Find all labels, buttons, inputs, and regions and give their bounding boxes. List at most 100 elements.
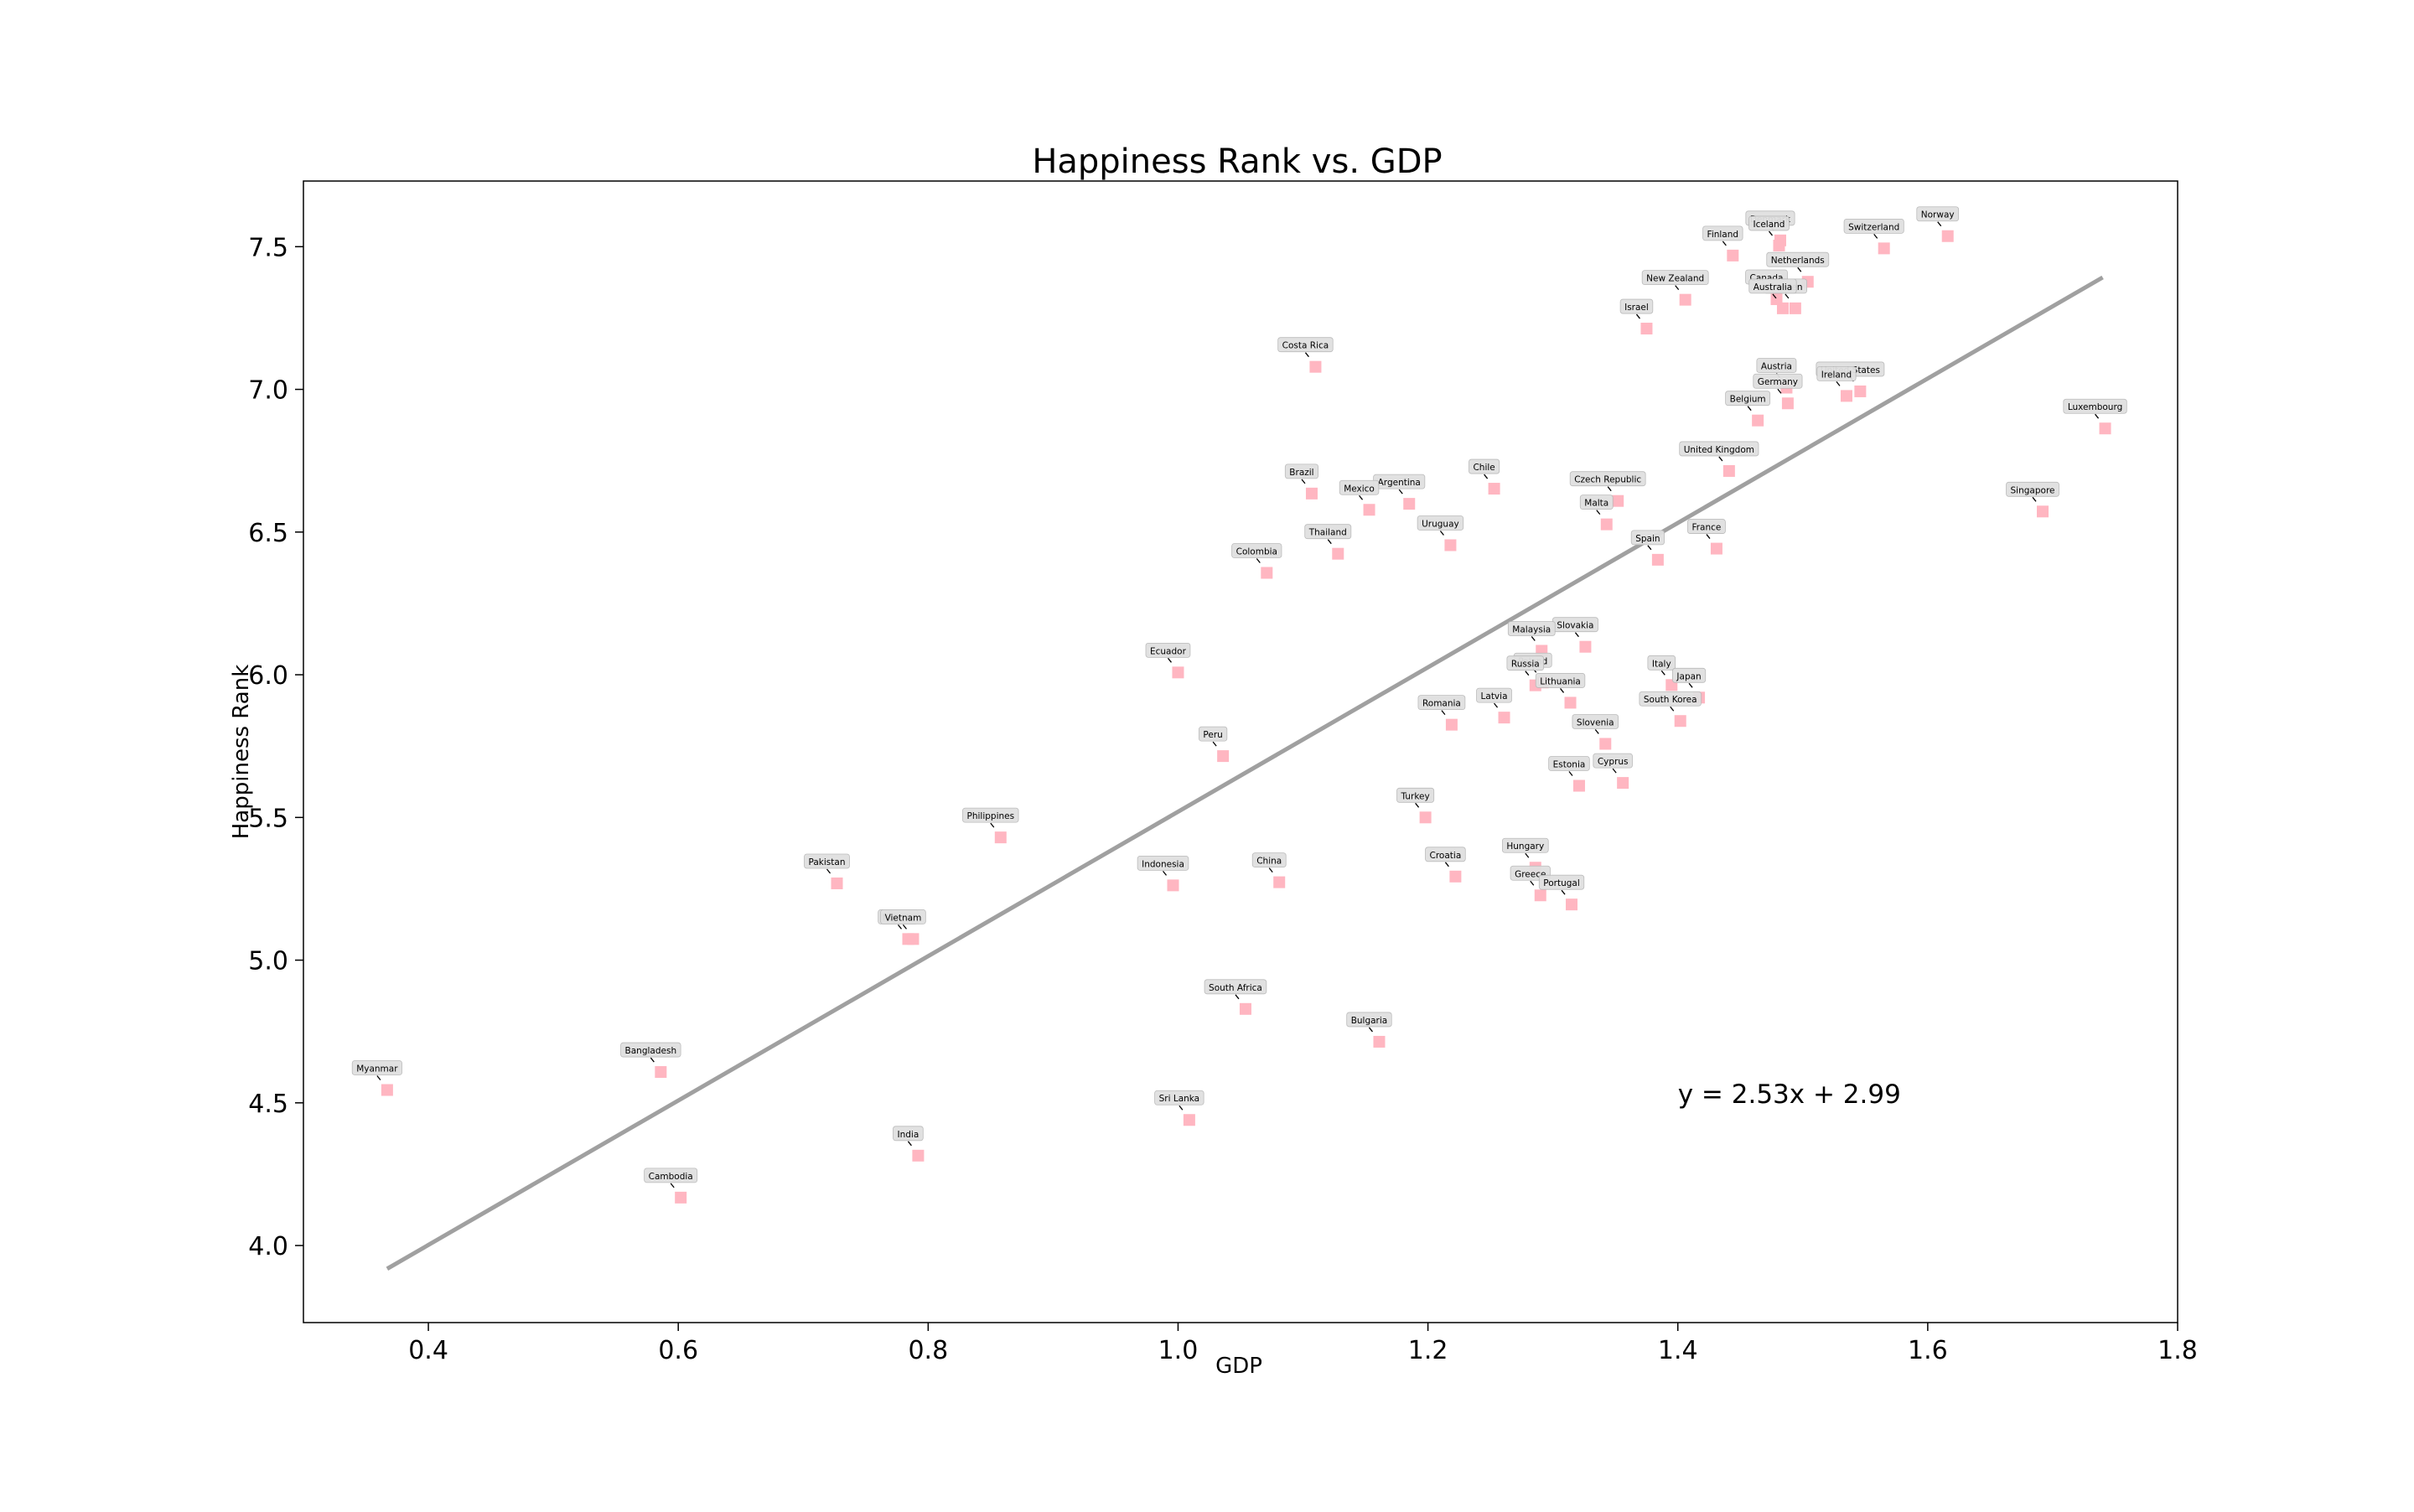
data-point-mexico [1363, 504, 1375, 516]
point-label-box-netherlands [1766, 251, 1830, 267]
point-label-text-singapore: Singapore [2011, 485, 2055, 495]
data-point-brazil [1305, 487, 1318, 500]
point-label-box-china [1251, 852, 1287, 868]
point-label-belgium: Belgium [1725, 391, 1771, 412]
point-label-pointer-latvia [1494, 702, 1499, 708]
point-label-text-philippines: Philippines [967, 811, 1015, 821]
data-point-norway [1941, 230, 1954, 242]
point-label-pointer-malaysia [1531, 636, 1536, 641]
point-label-china: China [1251, 852, 1287, 873]
point-label-pointer-turkey [1415, 802, 1420, 808]
point-label-singapore: Singapore [2006, 481, 2059, 502]
point-label-text-ecuador: Ecuador [1150, 646, 1187, 656]
data-point-new-zealand [1679, 293, 1691, 306]
point-label-pointer-mexico [1359, 495, 1364, 500]
data-point-australia [1776, 302, 1789, 314]
point-label-chile: Chile [1469, 458, 1500, 479]
data-point-sweden [1789, 302, 1801, 314]
point-label-pointer-germany [1777, 388, 1782, 394]
point-label-text-vietnam: Vietnam [885, 913, 922, 923]
point-label-text-slovakia: Slovakia [1557, 621, 1593, 631]
x-tick-label-0-4: 0.4 [408, 1336, 448, 1365]
data-point-pakistan [831, 877, 843, 889]
y-axis-ticks: 4.0 4.5 5.0 5.5 6.0 6.5 7.0 7.5 [248, 233, 303, 1261]
point-label-pointer-pakistan [826, 868, 831, 874]
point-label-box-israel [1619, 298, 1654, 314]
point-label-box-turkey [1396, 787, 1435, 803]
point-label-pointer-south-korea [1670, 706, 1675, 712]
point-label-pointer-peru [1212, 741, 1217, 747]
point-label-pointer-colombia [1256, 558, 1261, 563]
point-label-finland: Finland [1702, 225, 1743, 246]
point-label-india: India [893, 1126, 924, 1147]
chart-title: Happiness Rank vs. GDP [1032, 142, 1442, 181]
point-label-malta: Malta [1579, 495, 1614, 515]
point-label-text-chile: Chile [1473, 463, 1495, 473]
point-label-box-indonesia [1137, 855, 1189, 871]
point-label-box-belgium [1725, 391, 1771, 406]
point-label-pointer-japan [1688, 682, 1693, 688]
point-label-text-cambodia: Cambodia [649, 1172, 693, 1182]
point-label-text-hungary: Hungary [1506, 841, 1544, 852]
point-label-box-pakistan [804, 853, 850, 869]
point-label-box-malta [1579, 495, 1614, 510]
point-label-text-new-zealand: New Zealand [1646, 274, 1704, 284]
point-label-text-bulgaria: Bulgaria [1351, 1016, 1388, 1026]
point-label-france: France [1687, 519, 1726, 539]
point-label-peru: Peru [1199, 726, 1228, 747]
point-label-united-kingdom: United Kingdom [1679, 441, 1759, 462]
point-label-pointer-south-africa [1235, 994, 1240, 1000]
data-point-belgium [1752, 414, 1764, 427]
point-label-text-finland: Finland [1707, 230, 1739, 240]
point-label-box-cyprus [1593, 753, 1633, 769]
point-label-text-brazil: Brazil [1289, 468, 1313, 478]
point-label-romania: Romania [1417, 695, 1466, 716]
point-label-cambodia: Cambodia [644, 1168, 698, 1188]
point-label-box-slovenia [1572, 714, 1619, 729]
point-label-pointer-cyprus [1612, 768, 1617, 774]
x-tick-label-0-8: 0.8 [908, 1336, 948, 1365]
point-label-pointer-czech-republic [1607, 486, 1612, 492]
point-label-text-cyprus: Cyprus [1598, 757, 1629, 767]
point-label-croatia: Croatia [1425, 847, 1466, 867]
point-label-text-lithuania: Lithuania [1540, 676, 1581, 686]
point-label-box-czech-republic [1569, 471, 1646, 487]
point-label-australia: Australia [1748, 278, 1797, 299]
point-label-text-pakistan: Pakistan [809, 857, 846, 867]
point-label-pointer-belgium [1747, 406, 1752, 412]
point-label-box-lithuania [1535, 673, 1586, 688]
point-label-text-malta: Malta [1584, 499, 1608, 509]
point-label-slovenia: Slovenia [1572, 714, 1619, 734]
data-point-lithuania [1564, 696, 1577, 709]
point-label-italy: Italy [1647, 655, 1676, 676]
y-tick-label-7-0: 7.0 [248, 376, 288, 406]
y-tick-label-4-5: 4.5 [248, 1090, 288, 1119]
point-label-pointer-russia [1525, 671, 1530, 676]
x-tick-label-1-4: 1.4 [1658, 1336, 1698, 1365]
point-label-box-portugal [1538, 874, 1585, 890]
point-label-pointer-switzerland [1873, 233, 1878, 239]
point-label-pointer-sri-lanka [1179, 1105, 1184, 1111]
point-label-text-uruguay: Uruguay [1422, 519, 1459, 529]
point-label-pointer-costa-rica [1304, 352, 1309, 358]
data-point-canada [1770, 293, 1783, 305]
point-label-south-africa: South Africa [1204, 979, 1267, 1000]
x-tick-label-1-2: 1.2 [1408, 1336, 1448, 1365]
point-label-thailand: Thailand [1304, 524, 1352, 545]
point-label-israel: Israel [1619, 298, 1654, 319]
point-label-text-slovenia: Slovenia [1577, 717, 1614, 728]
data-point-south-africa [1239, 1002, 1251, 1015]
point-label-box-united-kingdom [1679, 441, 1759, 457]
data-point-slovakia [1579, 640, 1592, 653]
point-label-uruguay: Uruguay [1417, 515, 1464, 536]
data-point-israel [1640, 323, 1653, 335]
point-label-pointer-uruguay [1439, 531, 1444, 536]
point-label-south-korea: South Korea [1639, 691, 1702, 712]
point-label-pointer-italy [1660, 670, 1665, 676]
point-label-hungary: Hungary [1501, 837, 1549, 858]
point-label-czech-republic: Czech Republic [1569, 471, 1646, 492]
point-label-box-ecuador [1145, 642, 1191, 658]
point-label-text-costa-rica: Costa Rica [1282, 341, 1329, 351]
point-label-box-latvia [1476, 687, 1512, 703]
